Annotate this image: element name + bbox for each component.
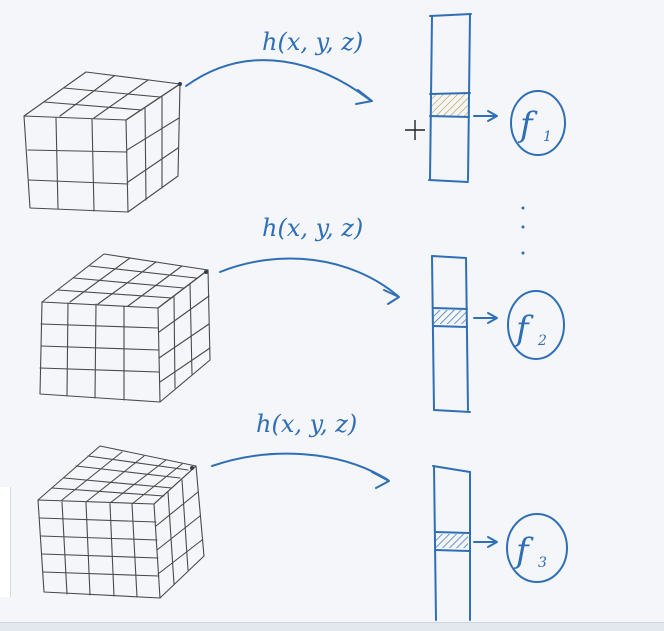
- function-label-3: h(x, y, z): [256, 410, 357, 438]
- cube-top-face: [37, 445, 197, 505]
- function-label-1: h(x, y, z): [262, 28, 363, 56]
- row-2: h(x, y, z) f 2: [39, 214, 565, 413]
- output-arrow-3: [473, 536, 498, 548]
- feature-vector-3: [432, 465, 471, 621]
- bottom-scrollbar[interactable]: [0, 622, 664, 631]
- feature-subscript-3: 3: [538, 555, 547, 571]
- feature-subscript-2: 2: [537, 333, 547, 349]
- row-3: h(x, y, z) f 3: [37, 410, 568, 621]
- cube-front-face: [39, 301, 161, 403]
- ellipsis-dots: [521, 206, 525, 255]
- row-1: h(x, y, z) f 1: [23, 13, 566, 213]
- feature-circle-3: [506, 513, 568, 583]
- cube-front-face: [23, 115, 129, 213]
- voxel-cube-fine: [37, 445, 205, 599]
- cursor-crosshair: [405, 120, 425, 140]
- function-label-2: h(x, y, z): [262, 214, 363, 242]
- feature-vector-2: [431, 255, 471, 413]
- feature-subscript-1: 1: [543, 129, 552, 145]
- voxel-cube-medium: [39, 253, 211, 403]
- feature-vector-1: [428, 13, 472, 183]
- cube-front-face: [37, 499, 161, 599]
- side-panel-edge: [0, 487, 11, 597]
- mapping-arrow-2: [219, 257, 400, 305]
- feature-label-1: f: [517, 105, 538, 145]
- cube-side-face: [153, 465, 205, 599]
- feature-label-2: f: [513, 309, 534, 349]
- voxel-cube-coarse: [23, 71, 182, 213]
- cube-side-face: [157, 269, 211, 403]
- output-arrow-2: [473, 312, 498, 324]
- cube-side-face: [125, 83, 181, 213]
- mapping-arrow-3: [211, 452, 390, 489]
- mapping-arrow-1: [185, 59, 373, 105]
- output-arrow-1: [473, 110, 498, 122]
- feature-circle-2: [507, 290, 565, 360]
- feature-label-3: f: [513, 531, 534, 571]
- feature-circle-1: [510, 90, 566, 156]
